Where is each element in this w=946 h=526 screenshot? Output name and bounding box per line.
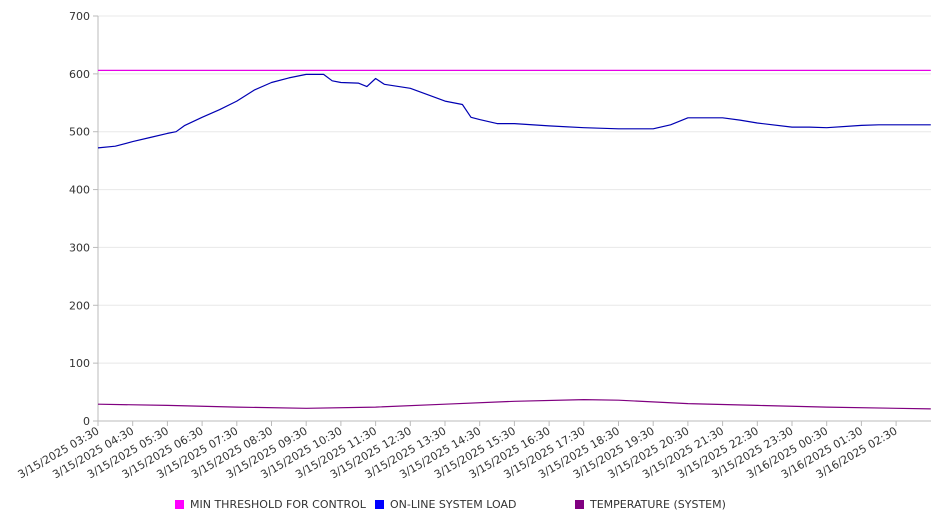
legend-item-threshold: MIN THRESHOLD FOR CONTROL <box>175 498 366 511</box>
legend-label-temperature: TEMPERATURE (SYSTEM) <box>590 498 726 511</box>
legend-swatch-temperature <box>575 500 584 509</box>
legend-item-temperature: TEMPERATURE (SYSTEM) <box>575 498 726 511</box>
x-axis: 3/15/2025 03:303/15/2025 04:303/15/2025 … <box>16 420 931 481</box>
legend-swatch-system-load <box>375 500 384 509</box>
y-tick-label: 400 <box>69 184 90 197</box>
y-tick-label: 700 <box>69 10 90 23</box>
legend-label-threshold: MIN THRESHOLD FOR CONTROL <box>190 498 366 511</box>
system-load-line <box>97 73 931 149</box>
y-tick-label: 300 <box>69 241 90 254</box>
legend-item-system-load: ON-LINE SYSTEM LOAD <box>375 498 516 511</box>
y-tick-label: 200 <box>69 299 90 312</box>
legend-label-system-load: ON-LINE SYSTEM LOAD <box>390 498 517 511</box>
chart-legend: MIN THRESHOLD FOR CONTROL ON-LINE SYSTEM… <box>0 498 946 514</box>
y-tick-label: 100 <box>69 357 90 370</box>
temperature-line <box>97 399 931 410</box>
y-tick-label: 600 <box>69 68 90 81</box>
legend-swatch-threshold <box>175 500 184 509</box>
series-lines <box>97 69 931 410</box>
y-axis: 0 100 200 300 400 500 600 700 <box>69 10 99 428</box>
y-tick-label: 500 <box>69 126 90 139</box>
y-tick-label: 0 <box>83 415 90 428</box>
grid-lines <box>98 15 931 364</box>
